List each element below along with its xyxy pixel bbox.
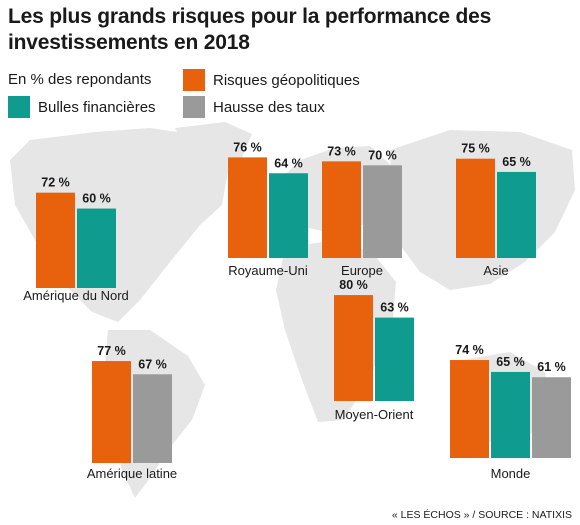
- bar-group-asie: 75 % 65 % Asie: [456, 142, 536, 278]
- region-label-europe: Europe: [341, 263, 383, 278]
- bar-europe-1: [363, 165, 402, 258]
- bar-monde-0: [450, 360, 489, 458]
- bar-amerique-du-nord-1: [77, 208, 116, 288]
- region-label-asie: Asie: [483, 263, 508, 278]
- region-label-amerique-du-nord: Amérique du Nord: [23, 288, 129, 303]
- chart-subtitle: En % des repondants: [8, 71, 152, 88]
- data-label-europe-1: 70 %: [368, 148, 397, 162]
- legend-label-geopolitique: Risques géopolitiques: [213, 71, 360, 89]
- data-label-royaume-uni-1: 64 %: [274, 156, 303, 170]
- bar-group-royaume-uni: 76 % 64 % Royaume-Uni: [228, 140, 308, 278]
- data-label-monde-1: 65 %: [496, 355, 525, 369]
- legend-item-bulles: Bulles financières: [8, 96, 156, 118]
- data-label-amerique-du-nord-0: 72 %: [41, 176, 70, 190]
- legend-swatch-taux: [183, 96, 205, 118]
- bar-amerique-du-nord-0: [36, 192, 75, 288]
- bar-monde-2: [532, 377, 571, 458]
- bar-royaume-uni-1: [269, 173, 308, 258]
- bar-group-moyen-orient: 80 % 63 % Moyen-Orient: [334, 278, 414, 422]
- region-label-moyen-orient: Moyen-Orient: [335, 407, 414, 422]
- data-label-royaume-uni-0: 76 %: [233, 140, 262, 154]
- bar-group-amerique-latine: 77 % 67 % Amérique latine: [87, 344, 177, 481]
- legend-swatch-geopolitique: [183, 69, 205, 91]
- data-label-amerique-latine-1: 67 %: [138, 357, 167, 371]
- bar-group-monde: 74 % 65 % 61 % Monde: [450, 343, 571, 481]
- bar-asie-0: [456, 158, 495, 258]
- data-label-europe-0: 73 %: [327, 144, 356, 158]
- bar-asie-1: [497, 171, 536, 258]
- legend-item-taux: Hausse des taux: [183, 96, 325, 118]
- region-label-amerique-latine: Amérique latine: [87, 466, 177, 481]
- data-label-asie-1: 65 %: [502, 155, 531, 169]
- data-label-amerique-du-nord-1: 60 %: [82, 192, 111, 206]
- region-label-monde: Monde: [491, 466, 531, 481]
- data-label-asie-0: 75 %: [461, 142, 490, 156]
- bar-group-europe: 73 % 70 % Europe: [322, 144, 402, 278]
- data-label-amerique-latine-0: 77 %: [97, 344, 126, 358]
- bar-moyen-orient-0: [334, 295, 373, 401]
- bar-amerique-latine-1: [133, 374, 172, 463]
- legend-label-bulles: Bulles financières: [38, 98, 156, 116]
- bar-group-amerique-du-nord: 72 % 60 % Amérique du Nord: [23, 176, 129, 303]
- bars-layer: 72 % 60 % Amérique du Nord 76 % 64 % Royaume-…: [23, 140, 571, 481]
- legend-swatch-bulles: [8, 96, 30, 118]
- data-label-moyen-orient-1: 63 %: [380, 301, 409, 315]
- bar-europe-0: [322, 161, 361, 258]
- data-label-monde-2: 61 %: [537, 360, 566, 374]
- bar-moyen-orient-1: [375, 317, 414, 401]
- data-label-moyen-orient-0: 80 %: [339, 278, 368, 292]
- source-credit: « LES ÉCHOS » / SOURCE : NATIXIS: [391, 509, 572, 521]
- bar-royaume-uni-0: [228, 157, 267, 258]
- bar-monde-1: [491, 371, 530, 458]
- legend-label-taux: Hausse des taux: [213, 98, 325, 116]
- region-label-royaume-uni: Royaume-Uni: [228, 263, 308, 278]
- chart-title: Les plus grands risques pour la performa…: [8, 5, 492, 54]
- legend-item-geopolitique: Risques géopolitiques: [183, 69, 360, 91]
- bar-amerique-latine-0: [92, 361, 131, 463]
- data-label-monde-0: 74 %: [455, 343, 484, 357]
